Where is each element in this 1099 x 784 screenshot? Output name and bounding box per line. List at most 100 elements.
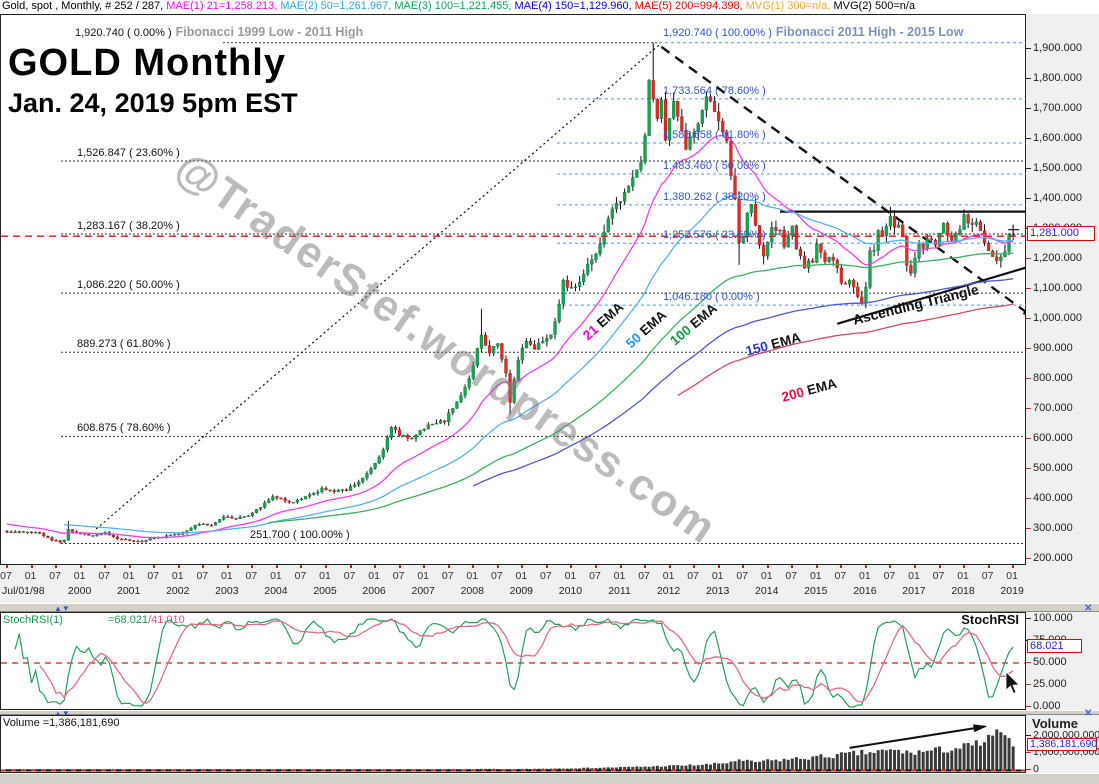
time-minor-label: 07 xyxy=(490,570,503,582)
time-minor-label: 01 xyxy=(859,570,871,582)
time-year-label: 2014 xyxy=(755,585,779,597)
time-year-label: 2013 xyxy=(705,585,730,597)
time-minor-label: 07 xyxy=(834,570,847,582)
time-minor-label: 01 xyxy=(760,570,773,582)
ema-21-line xyxy=(6,134,1014,539)
panel-resize-icon[interactable]: ▲▼ xyxy=(54,709,70,718)
time-minor-label: 01 xyxy=(515,570,528,582)
header-info-segment: MAE(5) 200=994.398, xyxy=(634,0,746,12)
time-year-label: 2018 xyxy=(951,585,975,597)
time-tick xyxy=(349,565,352,568)
time-year-label: 2016 xyxy=(853,585,877,597)
time-minor-label: 07 xyxy=(0,570,12,582)
close-panel-icon[interactable]: ✕ xyxy=(1084,603,1093,614)
time-tick xyxy=(889,565,892,568)
time-minor-label: 07 xyxy=(883,570,896,582)
header-info-segment: MAE(1) 21=1,258.213, xyxy=(166,0,281,12)
chart-title: GOLD Monthly xyxy=(8,42,286,84)
price-tick-label: 400.000 xyxy=(1033,492,1073,504)
volume-legend: Volume =1,386,181,690 xyxy=(3,717,120,729)
time-minor-label: 07 xyxy=(98,570,110,582)
stochrsi-red-value: /41.010 xyxy=(148,614,185,626)
close-panel-icon[interactable]: ✕ xyxy=(1084,708,1093,719)
header-info-segment: MAE(2) 50=1,261.967, xyxy=(280,0,395,12)
fib-1999-header-value: 1,920.740 ( 0.00% ) xyxy=(75,27,172,39)
stochrsi-legend: StochRSI(1) =68.021/41.010 xyxy=(3,614,185,626)
panel-separator[interactable]: ▲▼ ✕ xyxy=(0,603,1099,614)
scroll-strip[interactable] xyxy=(0,773,1099,784)
time-minor-label: 07 xyxy=(638,570,650,582)
candlestick-chart[interactable] xyxy=(1,15,1038,564)
time-tick xyxy=(55,565,58,568)
time-year-label: 2005 xyxy=(313,585,337,597)
time-tick xyxy=(104,565,107,568)
time-minor-label: 07 xyxy=(981,570,994,582)
panel-separator[interactable]: ▲▼ ✕ xyxy=(0,708,1099,719)
time-tick xyxy=(423,565,426,568)
ema-150-line xyxy=(472,278,1014,487)
fib-1999-header-label: Fibonacci 1999 Low - 2011 High xyxy=(175,25,364,39)
stochrsi-panel[interactable]: StochRSI(1) =68.021/41.010 StochRSI xyxy=(0,612,1026,710)
stochrsi-chart[interactable] xyxy=(1,613,1025,709)
time-tick xyxy=(864,565,867,568)
stochrsi-smooth-line xyxy=(39,619,1014,705)
fib-1999-level-label: 889.273 ( 61.80% ) xyxy=(77,338,171,351)
time-minor-label: 01 xyxy=(1006,570,1018,582)
time-minor-label: 01 xyxy=(613,570,626,582)
time-minor-label: 01 xyxy=(417,570,430,582)
time-tick xyxy=(496,565,499,568)
main-chart-panel[interactable] xyxy=(0,14,1038,565)
price-tick xyxy=(1026,168,1031,169)
price-tick xyxy=(1026,48,1031,49)
panel-resize-icon[interactable]: ▲▼ xyxy=(54,604,70,613)
time-tick xyxy=(202,565,205,568)
fib-2011-level-label: 1,733.564 ( 78.60% ) xyxy=(663,84,766,97)
volume-axis-title: Volume xyxy=(1032,716,1078,731)
time-tick xyxy=(791,565,794,568)
price-tick xyxy=(1026,348,1031,349)
time-minor-label: 01 xyxy=(957,570,969,582)
time-minor-label: 07 xyxy=(687,570,699,582)
price-tick xyxy=(1026,78,1031,79)
time-axis[interactable]: 07 01 07 01 07 01 07 01 07 01 07 01 07 01 07 01 07 01 07 01… xyxy=(0,565,1099,603)
price-tick xyxy=(1026,318,1031,319)
stochrsi-value-box: 68.021 xyxy=(1027,639,1082,654)
descending-resistance-dashed xyxy=(660,45,1035,319)
price-tick-label: 1,500.000 xyxy=(1033,162,1082,174)
time-minor-label: 01 xyxy=(564,570,577,582)
price-tick xyxy=(1026,438,1031,439)
time-tick xyxy=(570,565,573,568)
fib-2011-level-label: 1,380.262 ( 38.20% ) xyxy=(663,190,766,203)
time-tick xyxy=(6,565,8,568)
time-minor-label: 07 xyxy=(147,570,160,582)
time-tick xyxy=(226,565,229,568)
fib-2011-level-label: 1,586.658 ( 61.80% ) xyxy=(663,129,766,141)
time-tick xyxy=(521,565,524,568)
time-tick xyxy=(472,565,475,568)
price-axis[interactable]: 1,900.000 1,800.000 1,700.000 1,600.000 1,50… xyxy=(1026,14,1099,775)
price-tick-label: 900.000 xyxy=(1033,342,1073,354)
time-minor-label: 01 xyxy=(662,570,675,582)
time-tick xyxy=(275,565,278,568)
volume-panel[interactable]: Volume =1,386,181,690 xyxy=(0,715,1026,773)
price-tick-label: 300.000 xyxy=(1033,522,1073,534)
time-minor-label: 01 xyxy=(73,570,86,582)
triangle-bottom xyxy=(836,263,1038,325)
fib-1999-header: 1,920.740 ( 0.00% ) Fibonacci 1999 Low - … xyxy=(75,26,363,39)
time-minor-label: 01 xyxy=(270,570,282,582)
time-minor-label: 01 xyxy=(809,570,822,582)
price-tick-label: 1,400.000 xyxy=(1033,192,1082,204)
price-tick-label: 1,000.000 xyxy=(1033,312,1082,324)
time-tick xyxy=(398,565,401,568)
price-tick xyxy=(1026,528,1031,529)
price-tick-label: 600.000 xyxy=(1033,432,1073,444)
volume-chart[interactable] xyxy=(1,716,1025,772)
volume-tick xyxy=(1026,735,1031,736)
window-header: Gold, spot , Monthly, # 252 / 287, MAE(1… xyxy=(0,0,1099,14)
time-tick xyxy=(668,565,671,568)
price-tick-label: 1,200.000 xyxy=(1033,252,1082,264)
time-minor-label: 07 xyxy=(245,570,258,582)
stoch-tick-label: 100.000 xyxy=(1033,612,1073,624)
mouse-cursor-icon xyxy=(1005,671,1020,695)
time-year-label: 2007 xyxy=(411,585,435,597)
